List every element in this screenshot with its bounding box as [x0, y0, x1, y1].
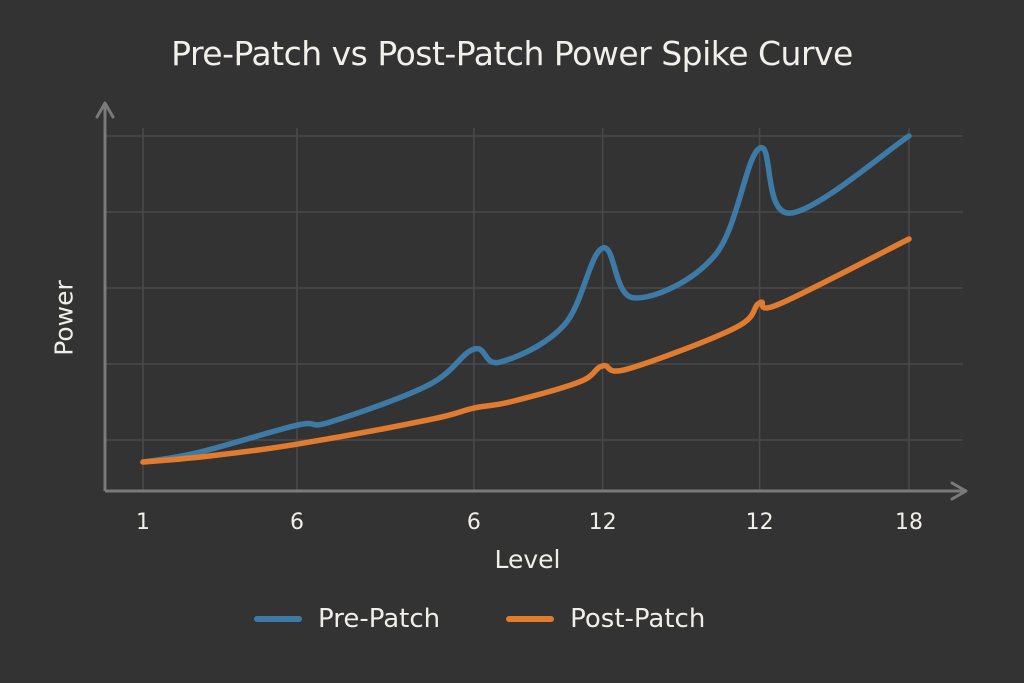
x-ticks: 1 6 6 12 12 18	[136, 510, 923, 535]
series-group	[140, 133, 912, 465]
legend-item-pre-patch[interactable]: Pre-Patch	[254, 604, 440, 634]
x-tick-label: 18	[895, 510, 923, 535]
axes	[95, 101, 968, 501]
series-line-pre-patch	[140, 133, 912, 465]
x-tick-label: 6	[467, 510, 481, 535]
x-tick-label: 12	[589, 510, 617, 535]
series-line-post-patch	[140, 236, 912, 465]
legend: Pre-Patch Post-Patch	[254, 604, 771, 634]
x-axis-arrow-icon	[950, 481, 968, 501]
grid	[105, 128, 963, 491]
legend-swatch-post-patch	[506, 616, 555, 622]
x-tick-label: 6	[290, 510, 304, 535]
legend-swatch-pre-patch	[254, 616, 302, 622]
x-axis-label: Level	[494, 545, 561, 574]
legend-item-post-patch[interactable]: Post-Patch	[506, 604, 705, 634]
y-axis-arrow-icon	[95, 101, 115, 119]
x-tick-label: 1	[136, 510, 150, 535]
legend-label-post-patch: Post-Patch	[570, 604, 706, 634]
chart-title: Pre-Patch vs Post-Patch Power Spike Curv…	[171, 34, 853, 73]
x-tick-label: 12	[746, 510, 774, 535]
legend-label-pre-patch: Pre-Patch	[318, 604, 441, 634]
